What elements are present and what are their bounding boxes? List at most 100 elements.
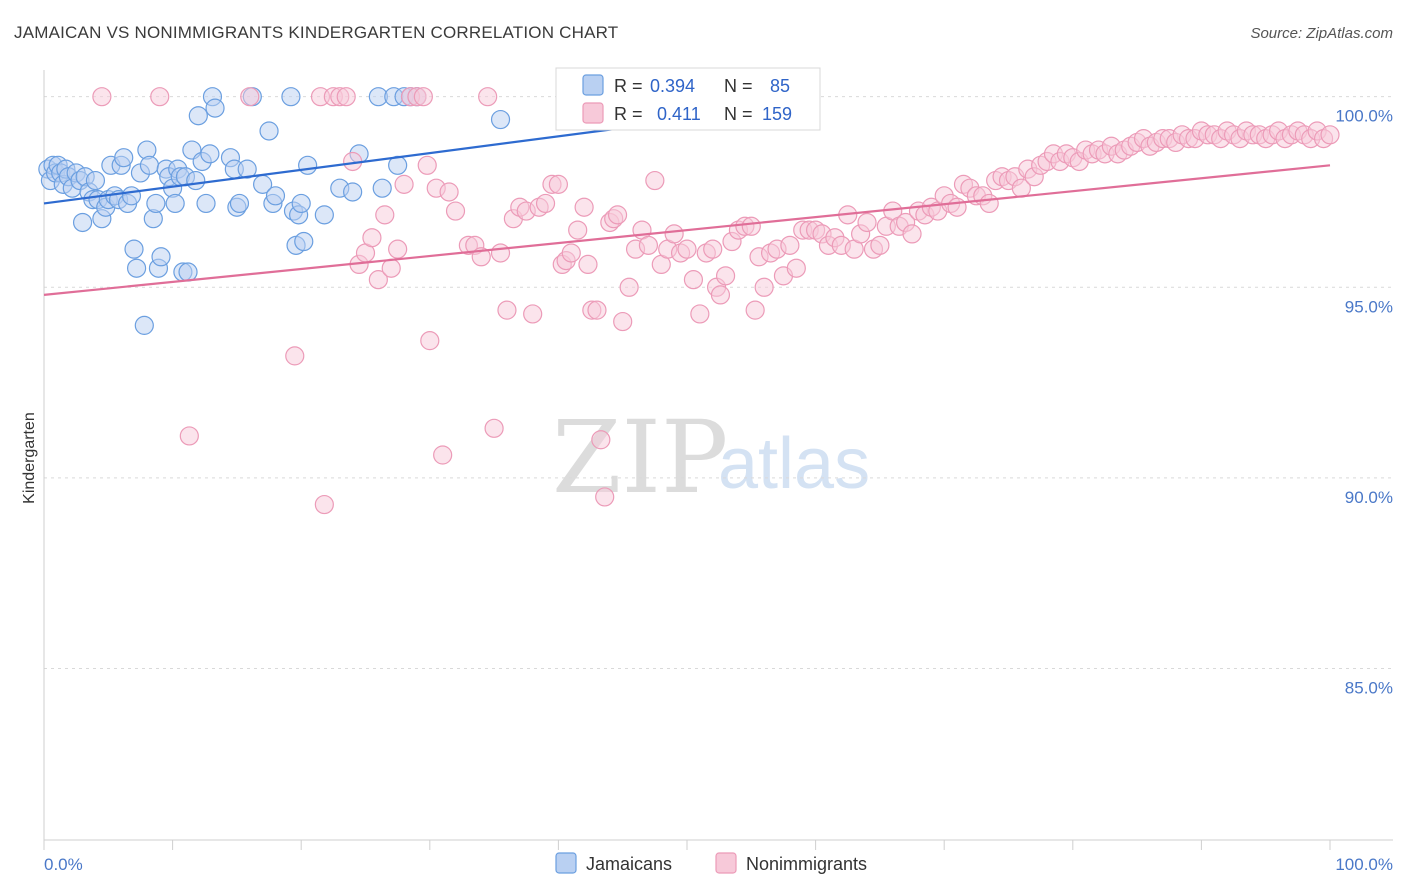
- nonimmigrants-point: [150, 87, 170, 107]
- nonimmigrants-point: [683, 270, 704, 290]
- nonimmigrants-point: [638, 235, 659, 255]
- nonimmigrants-point: [664, 224, 684, 244]
- jamaicans-point: [200, 144, 220, 164]
- axes: [43, 70, 1393, 850]
- jamaicans-point: [72, 212, 93, 233]
- nonimmigrants-point: [420, 331, 440, 351]
- jamaicans-point: [229, 193, 250, 214]
- nonimmigrants-point: [92, 87, 112, 107]
- nonimmigrants-point: [857, 212, 877, 233]
- jamaicans-point: [151, 247, 171, 267]
- bottom-legend-label-jamaicans: Jamaicans: [586, 854, 672, 874]
- grid-lines: [44, 96, 1393, 669]
- nonimmigrants-point: [710, 285, 731, 305]
- nonimmigrants-point: [381, 258, 401, 278]
- watermark-zip: ZIP: [552, 399, 728, 516]
- jamaicans-point: [186, 170, 206, 191]
- nonimmigrants-point: [741, 216, 761, 236]
- nonimmigrants-point: [715, 266, 736, 286]
- jamaicans-point: [281, 87, 301, 107]
- nonimmigrants-trend-line: [43, 164, 1331, 296]
- nonimmigrants-point: [413, 87, 433, 107]
- jamaicans-point: [294, 231, 314, 252]
- correlation-legend: R = 0.394 N = 85 R = 0.411 N = 159: [555, 67, 821, 131]
- jamaicans-point: [146, 193, 166, 214]
- jamaicans-point: [165, 193, 185, 214]
- legend-n-value-2: 159: [762, 104, 792, 124]
- chart-title: JAMAICAN VS NONIMMIGRANTS KINDERGARTEN C…: [14, 23, 618, 42]
- jamaicans-point: [85, 170, 106, 191]
- chart-source: Source: ZipAtlas.com: [1250, 25, 1393, 42]
- legend-r-label-2: R =: [614, 104, 643, 124]
- legend-r-label-1: R =: [614, 76, 643, 96]
- x-tick-label-left: 0.0%: [44, 855, 83, 874]
- nonimmigrants-point: [535, 193, 556, 214]
- jamaicans-point: [139, 155, 160, 175]
- trend-lines: [43, 118, 1331, 296]
- nonimmigrants-point: [433, 445, 453, 465]
- bottom-legend-swatch-jamaicans: [555, 852, 577, 874]
- legend-swatch-nonimmigrants: [582, 102, 604, 124]
- jamaicans-point: [372, 178, 392, 198]
- legend-r-value-2: 0.411: [657, 104, 701, 124]
- nonimmigrants-point: [561, 243, 581, 263]
- nonimmigrants-point: [336, 87, 356, 107]
- watermark: ZIP atlas: [552, 399, 870, 516]
- bottom-legend-label-nonimmigrants: Nonimmigrants: [746, 854, 867, 874]
- nonimmigrants-point: [574, 197, 594, 217]
- legend-n-value-1: 85: [770, 76, 790, 96]
- jamaicans-point: [205, 98, 225, 118]
- y-tick-label: 90.0%: [1345, 488, 1393, 507]
- nonimmigrants-point: [497, 300, 517, 320]
- nonimmigrants-point: [490, 243, 511, 263]
- y-tick-label: 100.0%: [1335, 107, 1393, 126]
- nonimmigrants-point: [240, 87, 260, 107]
- jamaicans-point: [343, 182, 363, 202]
- nonimmigrants-point: [947, 197, 967, 217]
- nonimmigrants-point: [745, 300, 765, 320]
- nonimmigrants-point: [619, 277, 639, 297]
- nonimmigrants-point: [902, 224, 922, 244]
- legend-r-value-1: 0.394: [650, 76, 695, 96]
- nonimmigrants-point: [368, 270, 388, 290]
- y-tick-labels: 100.0% 95.0% 90.0% 85.0%: [1335, 107, 1393, 698]
- nonimmigrants-point: [690, 304, 710, 324]
- nonimmigrants-point: [484, 418, 504, 438]
- nonimmigrants-point: [445, 201, 466, 221]
- jamaicans-point: [298, 155, 318, 175]
- jamaicans-point: [134, 315, 154, 335]
- series-nonimmigrants-points: [92, 87, 1340, 515]
- nonimmigrants-point: [179, 426, 199, 446]
- nonimmigrants-point: [568, 220, 588, 240]
- jamaicans-point: [196, 193, 216, 214]
- nonimmigrants-point: [613, 311, 633, 332]
- nonimmigrants-point: [394, 174, 414, 194]
- jamaicans-point: [490, 109, 511, 130]
- jamaicans-point: [126, 258, 147, 278]
- nonimmigrants-point: [548, 174, 569, 194]
- legend-swatch-jamaicans: [582, 74, 604, 96]
- nonimmigrants-point: [285, 346, 305, 366]
- nonimmigrants-point: [375, 205, 395, 225]
- bottom-legend-swatch-nonimmigrants: [715, 852, 737, 874]
- nonimmigrants-point: [595, 487, 615, 507]
- nonimmigrants-point: [578, 254, 598, 275]
- legend-n-label-2: N =: [724, 104, 753, 124]
- legend-n-label-1: N =: [724, 76, 753, 96]
- jamaicans-point: [237, 159, 257, 179]
- jamaicans-trend-line: [43, 118, 688, 205]
- jamaicans-point: [114, 148, 134, 168]
- jamaicans-point: [124, 239, 144, 259]
- nonimmigrants-point: [979, 193, 999, 214]
- y-axis-label: Kindergarten: [21, 412, 38, 504]
- nonimmigrants-point: [703, 239, 723, 259]
- y-tick-label: 85.0%: [1345, 678, 1393, 697]
- series-legend: Jamaicans Nonimmigrants: [555, 852, 867, 874]
- nonimmigrants-point: [417, 155, 437, 175]
- nonimmigrants-point: [786, 258, 806, 278]
- jamaicans-point: [314, 205, 334, 225]
- watermark-atlas: atlas: [718, 424, 870, 504]
- jamaicans-point: [121, 186, 142, 206]
- nonimmigrants-point: [645, 170, 665, 191]
